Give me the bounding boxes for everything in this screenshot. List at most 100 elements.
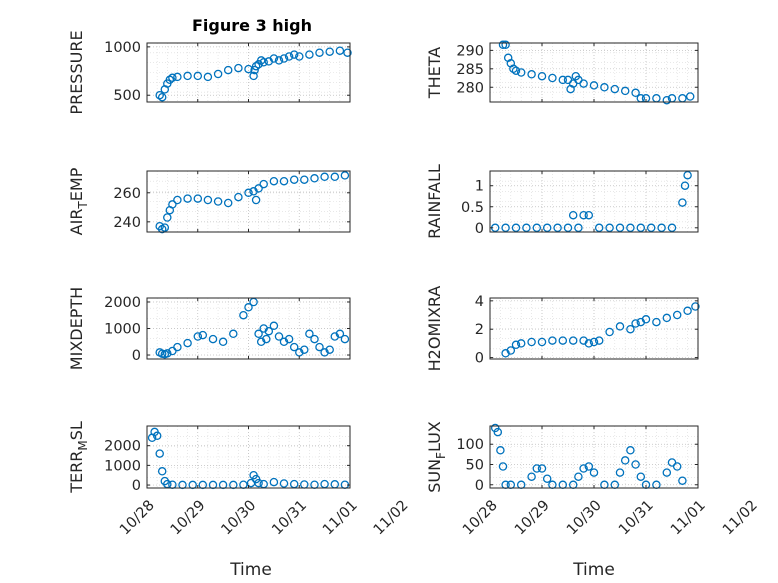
data-point bbox=[516, 339, 526, 348]
data-point bbox=[574, 223, 583, 233]
data-point bbox=[636, 472, 646, 481]
data-point bbox=[330, 172, 340, 182]
data-point bbox=[506, 346, 516, 355]
data-point bbox=[234, 192, 243, 202]
data-point bbox=[511, 66, 521, 75]
data-point bbox=[680, 181, 690, 190]
data-point bbox=[657, 223, 666, 233]
data-point bbox=[249, 71, 258, 81]
y-tick-label: 280 bbox=[456, 80, 484, 96]
y-tick-label: 0 bbox=[132, 348, 141, 364]
data-point bbox=[501, 40, 510, 50]
data-point bbox=[250, 65, 259, 75]
data-point bbox=[522, 223, 531, 233]
data-point bbox=[300, 175, 309, 184]
data-point bbox=[496, 446, 505, 455]
data-point bbox=[183, 194, 192, 203]
y-tick-label: 285 bbox=[456, 62, 484, 78]
data-point bbox=[605, 327, 614, 337]
data-point bbox=[672, 310, 682, 320]
data-point bbox=[626, 223, 635, 233]
data-point bbox=[289, 342, 299, 352]
data-point bbox=[305, 50, 314, 59]
data-point bbox=[163, 349, 172, 358]
subplot-5: 0 1000 2000 MIXDEPTH bbox=[67, 287, 351, 370]
data-point bbox=[335, 46, 345, 55]
data-point bbox=[589, 81, 599, 90]
data-point bbox=[579, 79, 588, 88]
data-point bbox=[691, 302, 700, 311]
data-point bbox=[594, 336, 604, 345]
data-point bbox=[264, 326, 274, 336]
data-point bbox=[631, 460, 640, 469]
y-axis-label: PRESSURE bbox=[67, 30, 86, 114]
y-tick-label: 0 bbox=[475, 351, 484, 367]
data-point bbox=[279, 176, 289, 186]
subplot-4: 0 0.5 1 RAINFALL bbox=[425, 164, 699, 239]
data-point bbox=[183, 71, 192, 81]
y-tick-label: 1000 bbox=[104, 40, 141, 56]
y-tick-label: 0.5 bbox=[461, 200, 484, 216]
data-point bbox=[254, 478, 263, 488]
data-point bbox=[667, 223, 677, 233]
x-axis-label-right: Time bbox=[572, 560, 615, 580]
data-point bbox=[340, 334, 350, 344]
data-point bbox=[223, 198, 233, 208]
y-tick-label: 100 bbox=[456, 437, 484, 453]
y-tick-label: 290 bbox=[456, 43, 484, 59]
data-point bbox=[289, 175, 299, 184]
y-tick-label: 2000 bbox=[104, 295, 141, 311]
data-point bbox=[168, 200, 177, 209]
data-point bbox=[610, 84, 620, 94]
data-point bbox=[667, 458, 677, 467]
data-point bbox=[646, 223, 656, 233]
data-point bbox=[325, 345, 334, 354]
data-point bbox=[155, 90, 164, 100]
data-point bbox=[620, 456, 630, 465]
data-point bbox=[300, 345, 309, 354]
data-point bbox=[685, 92, 695, 101]
data-point bbox=[305, 329, 314, 339]
data-point bbox=[563, 223, 573, 233]
data-point bbox=[615, 223, 625, 233]
data-point bbox=[262, 334, 271, 344]
data-point bbox=[516, 68, 526, 77]
data-point bbox=[203, 195, 213, 205]
data-point bbox=[251, 61, 261, 71]
data-point bbox=[501, 223, 510, 233]
data-point bbox=[683, 306, 692, 316]
data-point bbox=[223, 65, 233, 75]
y-tick-label: 2 bbox=[475, 322, 484, 338]
data-point bbox=[584, 210, 594, 220]
data-point bbox=[183, 338, 192, 348]
data-point bbox=[615, 468, 625, 477]
data-point bbox=[208, 334, 218, 344]
data-point bbox=[542, 223, 552, 233]
data-point bbox=[259, 58, 268, 67]
data-point bbox=[203, 72, 213, 82]
y-tick-label: 260 bbox=[113, 186, 141, 202]
y-tick-label: 1000 bbox=[104, 322, 141, 338]
data-point bbox=[631, 319, 640, 328]
data-point bbox=[234, 63, 243, 73]
data-point bbox=[537, 464, 547, 473]
y-axis-label: TERRMSL bbox=[67, 421, 90, 494]
data-point bbox=[579, 210, 588, 220]
data-point bbox=[315, 342, 324, 352]
data-point bbox=[289, 50, 299, 59]
data-point bbox=[652, 317, 661, 327]
data-point bbox=[340, 171, 350, 180]
data-point bbox=[498, 40, 508, 50]
y-tick-label: 1000 bbox=[104, 458, 141, 474]
subplot-1: 500 1000 PRESSURE bbox=[67, 30, 352, 115]
data-point bbox=[173, 342, 182, 352]
data-point bbox=[678, 198, 687, 207]
data-point bbox=[173, 195, 182, 205]
data-point bbox=[678, 476, 687, 485]
data-point bbox=[295, 52, 304, 61]
data-point bbox=[244, 64, 253, 74]
data-point bbox=[168, 73, 177, 83]
y-axis-label: THETA bbox=[425, 47, 444, 99]
data-point bbox=[662, 468, 672, 477]
y-tick-label: 2000 bbox=[104, 439, 141, 455]
